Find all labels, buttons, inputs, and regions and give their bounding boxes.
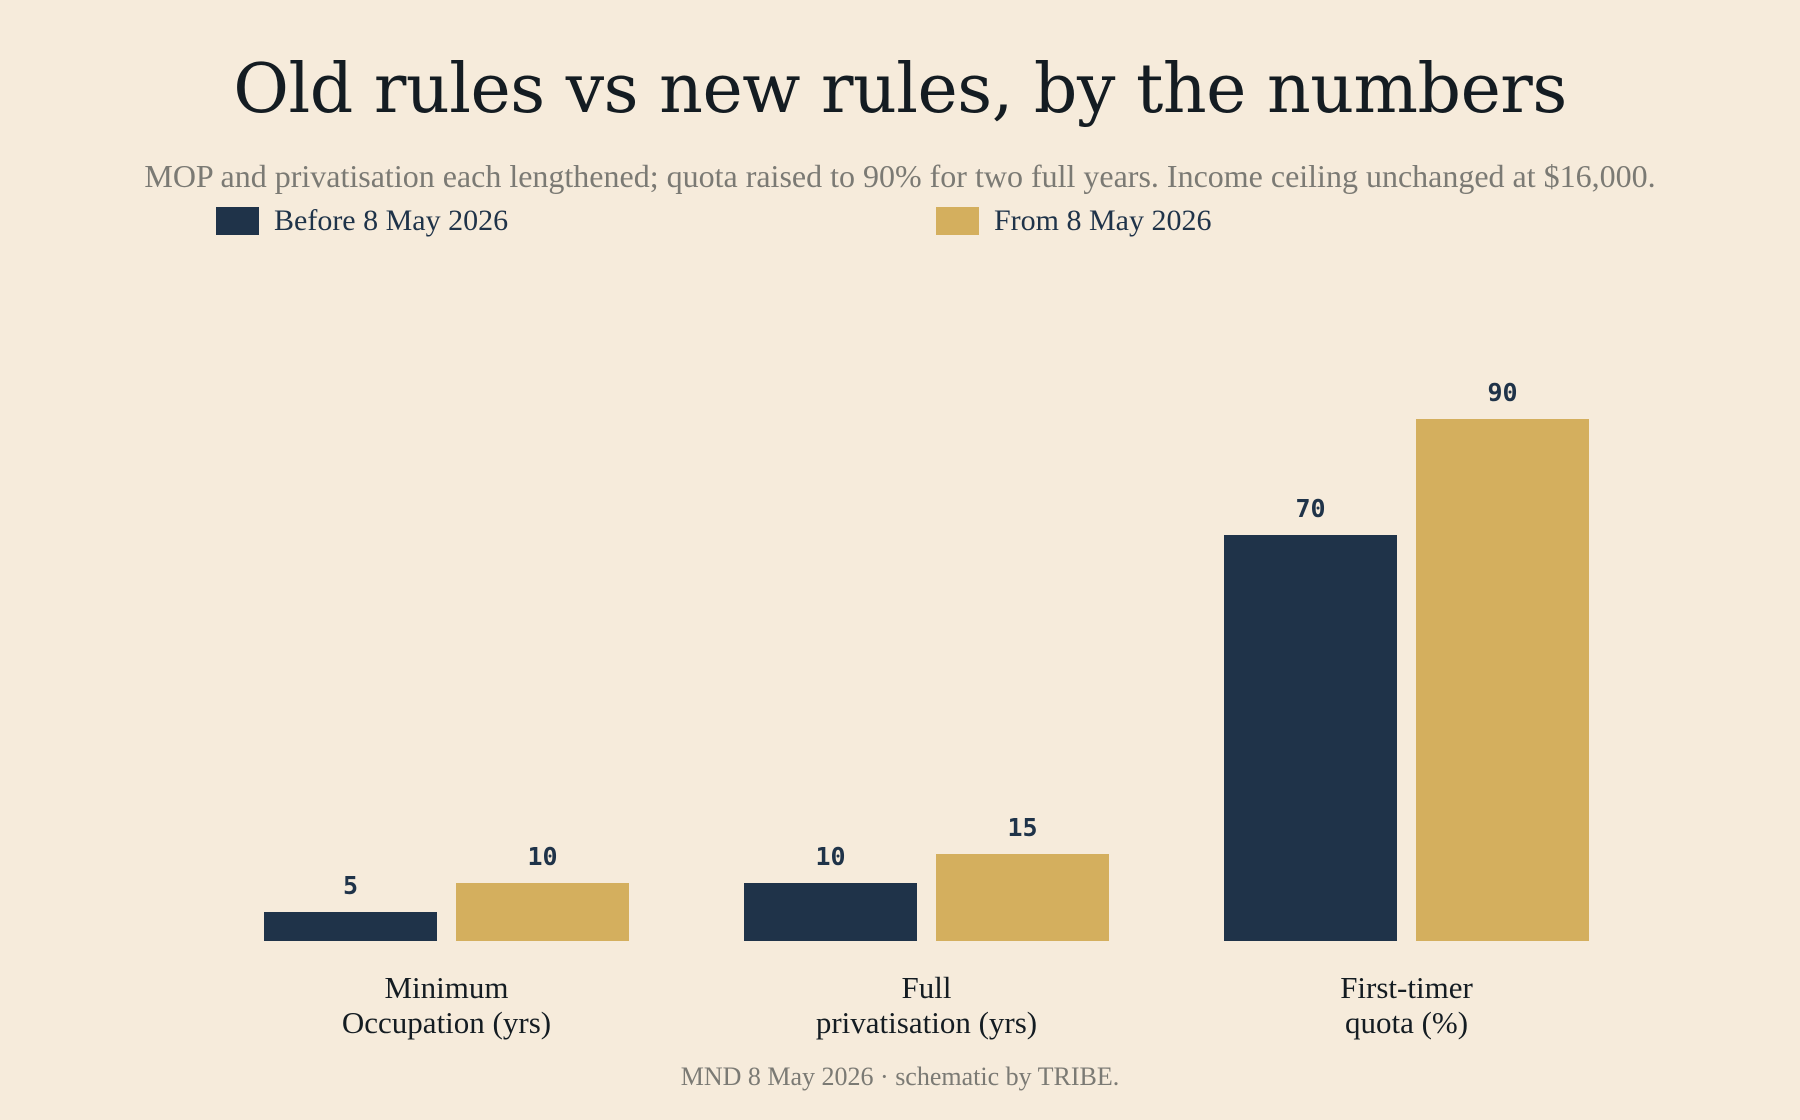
bar-after-1 — [936, 854, 1109, 941]
category-label-line: Occupation (yrs) — [342, 1005, 551, 1040]
category-label-1: Full privatisation (yrs) — [816, 970, 1037, 1040]
legend-item-before: Before 8 May 2026 — [216, 204, 509, 237]
category-label-line: Minimum — [384, 970, 508, 1005]
data-label-after-2: 90 — [1487, 378, 1517, 407]
data-label-after-0: 10 — [527, 842, 557, 871]
data-label-before-1: 10 — [815, 842, 845, 871]
category-label-line: Full — [902, 970, 952, 1005]
data-label-after-1: 15 — [1007, 813, 1037, 842]
bar-after-2 — [1416, 419, 1589, 941]
bar-before-1 — [744, 883, 917, 941]
category-label-2: First-timer quota (%) — [1340, 970, 1473, 1040]
chart-subtitle: MOP and privatisation each lengthened; q… — [144, 158, 1656, 194]
legend-label-after: From 8 May 2026 — [994, 204, 1212, 237]
legend-swatch-before — [216, 207, 259, 235]
bar-after-0 — [456, 883, 629, 941]
bar-before-0 — [264, 912, 437, 941]
legend-swatch-after — [936, 207, 979, 235]
chart-title: Old rules vs new rules, by the numbers — [233, 50, 1567, 129]
data-label-before-0: 5 — [343, 871, 358, 900]
category-label-line: privatisation (yrs) — [816, 1005, 1037, 1040]
legend-label-before: Before 8 May 2026 — [274, 204, 509, 237]
category-label-line: First-timer — [1340, 970, 1473, 1005]
category-label-line: quota (%) — [1345, 1005, 1468, 1040]
bar-before-2 — [1224, 535, 1397, 941]
data-label-before-2: 70 — [1295, 494, 1325, 523]
chart-source-note: MND 8 May 2026 · schematic by TRIBE. — [680, 1062, 1120, 1091]
category-label-0: Minimum Occupation (yrs) — [342, 970, 551, 1040]
legend-item-after: From 8 May 2026 — [936, 204, 1212, 237]
